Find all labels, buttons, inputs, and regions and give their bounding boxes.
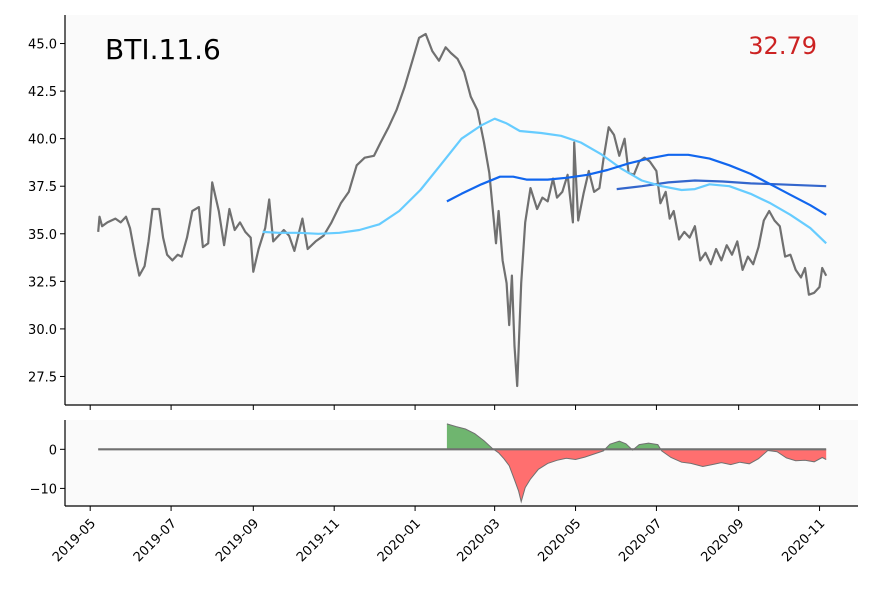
x-tick-label: 2020-01 — [375, 516, 424, 565]
x-tick-label: 2020-05 — [535, 516, 584, 565]
price-y-tick-label: 35.0 — [28, 228, 57, 243]
price-y-tick-label: 42.5 — [28, 85, 57, 100]
price-y-tick-label: 30.0 — [28, 323, 57, 338]
price-y-tick-label: 40.0 — [28, 133, 57, 148]
x-tick-label: 2020-11 — [779, 516, 828, 565]
spread-panel-marks — [98, 423, 827, 504]
x-tick-label: 2020-03 — [454, 516, 503, 565]
price-y-axis: 27.5 30.0 32.5 35.0 37.5 40.0 42.5 45.0 — [28, 38, 65, 385]
spread-y-axis: 0 −10 — [30, 443, 65, 497]
x-tick-label: 2019-09 — [213, 516, 262, 565]
price-y-tick-label: 37.5 — [28, 180, 57, 195]
price-y-tick-label: 45.0 — [28, 38, 57, 53]
spread-y-tick-label: −10 — [30, 482, 57, 497]
x-tick-label: 2020-07 — [616, 516, 665, 565]
series-line-ma-mid — [446, 153, 827, 216]
price-y-tick-label: 27.5 — [28, 370, 57, 385]
last-price-annotation: 32.79 — [748, 32, 817, 60]
series-line-price — [97, 32, 828, 388]
price-y-tick-label: 32.5 — [28, 275, 57, 290]
price-panel-marks — [97, 32, 828, 388]
x-tick-label: 2019-05 — [50, 516, 99, 565]
x-tick-label: 2019-07 — [131, 516, 180, 565]
top-panel-background — [65, 15, 858, 405]
spread-outline — [446, 423, 827, 504]
spread-y-tick-label: 0 — [49, 443, 57, 458]
chart-title: BTI.11.6 — [105, 33, 221, 66]
spread-positive-area — [446, 423, 827, 450]
series-line-ma-long — [616, 179, 827, 191]
x-tick-label: 2019-11 — [294, 516, 343, 565]
x-tick-label: 2020-09 — [698, 516, 747, 565]
series-line-ma-short — [262, 117, 827, 245]
